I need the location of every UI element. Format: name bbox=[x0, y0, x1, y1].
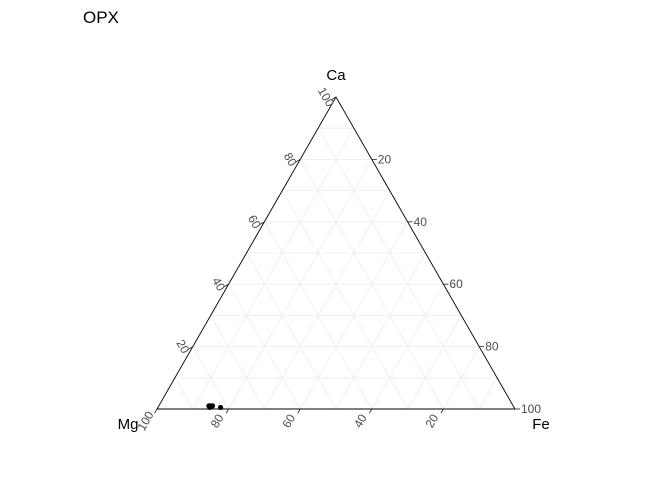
grid-line-mg bbox=[317, 128, 480, 410]
grid-line-mg bbox=[174, 377, 194, 410]
grid-line-fe bbox=[264, 190, 391, 410]
tick-mark-ca bbox=[188, 346, 194, 350]
tick-mark-ca bbox=[295, 159, 301, 163]
tick-label-fe: 80 bbox=[485, 340, 499, 354]
grid-line-mg bbox=[210, 315, 265, 410]
data-point bbox=[209, 403, 216, 409]
grid-line-mg bbox=[281, 190, 408, 410]
tick-mark-mg bbox=[297, 408, 301, 414]
vertex-label-ca: Ca bbox=[326, 67, 346, 84]
grid-line-mg bbox=[246, 252, 337, 410]
triangle-frame bbox=[156, 96, 516, 410]
chart-title: OPX bbox=[83, 8, 119, 27]
grid-line-fe bbox=[192, 128, 355, 410]
grid-line-fe bbox=[443, 346, 480, 410]
tick-label-fe: 60 bbox=[449, 277, 463, 291]
grid bbox=[174, 127, 498, 410]
tick-label-ca: 20 bbox=[173, 337, 192, 356]
triangle-outline bbox=[156, 96, 516, 410]
tick-label-mg: 40 bbox=[351, 411, 370, 430]
vertex-label-fe: Fe bbox=[532, 416, 550, 433]
tick-label-ca: 80 bbox=[281, 150, 300, 169]
tick-label-ca: 40 bbox=[209, 275, 228, 294]
tick-label-mg: 60 bbox=[279, 411, 298, 430]
tick-mark-mg bbox=[225, 408, 229, 414]
tick-mark-mg bbox=[368, 408, 373, 414]
vertex-label-mg: Mg bbox=[118, 416, 139, 433]
grid-line-fe bbox=[371, 284, 444, 410]
grid-line-mg bbox=[192, 346, 229, 410]
tick-label-fe: 20 bbox=[378, 152, 392, 166]
grid-line-fe bbox=[478, 377, 498, 410]
tick-mark-mg bbox=[154, 408, 158, 414]
tick-mark-ca bbox=[331, 96, 337, 100]
tick-label-mg: 80 bbox=[208, 411, 227, 430]
tick-mark-ca bbox=[224, 283, 229, 288]
data-point bbox=[217, 404, 224, 411]
tick-label-ca: 60 bbox=[245, 213, 264, 232]
tick-label-ca: 100 bbox=[315, 85, 337, 110]
tick-mark-mg bbox=[440, 408, 444, 414]
tick-label-fe: 100 bbox=[521, 402, 541, 416]
tick-label-mg: 20 bbox=[423, 411, 442, 430]
grid-line-mg bbox=[228, 284, 301, 410]
data-points bbox=[206, 403, 224, 411]
tick-label-fe: 40 bbox=[414, 215, 428, 229]
grid-line-fe bbox=[335, 252, 426, 410]
grid-line-fe bbox=[407, 315, 462, 410]
tick-mark-ca bbox=[259, 221, 265, 225]
